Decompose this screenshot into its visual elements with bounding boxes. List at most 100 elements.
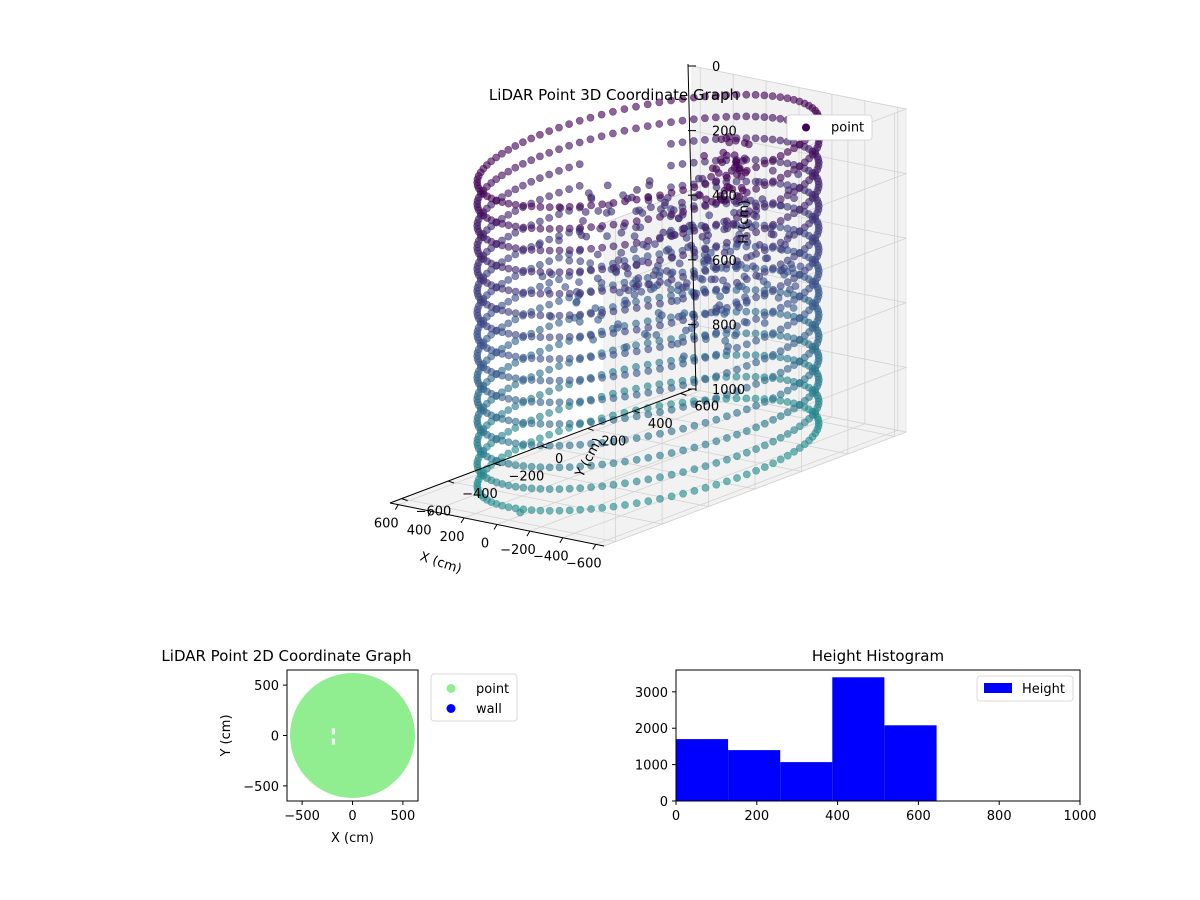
lidar-point	[723, 238, 731, 247]
x-tick	[427, 511, 432, 517]
lidar-point	[487, 194, 496, 203]
lidar-point	[752, 466, 760, 475]
lidar-point	[776, 173, 785, 182]
lidar-point	[644, 388, 653, 397]
lidar-point	[511, 352, 520, 361]
lidar-point	[733, 387, 741, 396]
lidar-point	[682, 283, 690, 291]
lidar-point	[519, 505, 528, 514]
lidar-point	[587, 288, 595, 296]
point-gap	[331, 728, 335, 735]
lidar-point	[632, 477, 641, 486]
lidar-point	[752, 271, 760, 280]
x-tick-label: 800	[987, 809, 1012, 824]
lidar-point	[712, 242, 721, 251]
lidar-point	[576, 245, 585, 254]
lidar-point	[511, 163, 520, 172]
lidar-point	[711, 275, 719, 284]
lidar-point	[555, 318, 563, 327]
lidar-point	[609, 199, 618, 207]
lidar-point	[679, 403, 687, 411]
lidar-point	[621, 197, 629, 206]
lidar-point	[712, 307, 721, 316]
lidar-point	[769, 285, 777, 294]
lidar-point	[712, 415, 721, 424]
lidar-point	[742, 362, 751, 370]
x-tick	[460, 517, 465, 524]
histogram-title: Height Histogram	[812, 647, 944, 665]
lidar-point	[742, 188, 751, 197]
lidar-point	[587, 483, 595, 492]
lidar-point	[752, 380, 760, 388]
lidar-point	[527, 156, 536, 165]
lidar-point	[536, 391, 544, 399]
lidar-point	[712, 263, 721, 272]
lidar-point	[733, 452, 741, 461]
z-tick-label: 200	[712, 125, 737, 140]
lidar-point	[487, 216, 496, 224]
lidar-point	[769, 199, 777, 207]
lidar-point	[790, 165, 798, 174]
lidar-point	[690, 486, 699, 495]
x-tick-label: 600	[374, 517, 399, 532]
lidar-point	[649, 271, 658, 279]
lidar-point	[655, 120, 664, 128]
lidar-point	[769, 459, 777, 468]
lidar-point	[679, 359, 687, 368]
lidar-point	[679, 337, 687, 346]
lidar-point	[751, 156, 760, 164]
lidar-point	[536, 506, 545, 515]
lidar-point	[716, 292, 724, 301]
lidar-point	[701, 267, 710, 275]
lidar-point	[519, 201, 528, 210]
lidar-point	[733, 213, 741, 222]
lidar-point	[640, 330, 649, 338]
lidar-point	[752, 163, 760, 172]
lidar-point	[690, 400, 699, 409]
lidar-point	[701, 202, 710, 210]
lidar-point	[732, 158, 740, 167]
lidar-point	[678, 138, 687, 147]
y-tick	[494, 463, 501, 467]
lidar-point	[576, 440, 585, 449]
lidar-point	[783, 202, 792, 211]
lidar-point	[733, 408, 741, 417]
lidar-point	[776, 216, 785, 225]
z-tick-label: 1000	[712, 383, 745, 398]
lidar-point	[587, 266, 595, 275]
z-tick-label: 800	[712, 318, 737, 333]
lidar-point	[723, 173, 731, 182]
lidar-point	[740, 195, 749, 204]
lidar-point	[575, 181, 584, 190]
z-tick-label: 400	[712, 189, 737, 204]
lidar-point	[587, 201, 595, 210]
lidar-point	[633, 185, 641, 194]
lidar-point	[545, 311, 554, 320]
lidar-point	[644, 345, 653, 354]
lidar-point	[632, 238, 641, 247]
y-tick-label: 0	[660, 795, 668, 810]
lidar-point	[679, 207, 687, 216]
lidar-point	[776, 260, 785, 269]
lidar-point	[678, 116, 687, 125]
lidar-point	[742, 405, 751, 414]
lidar-point	[776, 412, 785, 420]
y-tick-label: 3000	[635, 686, 668, 701]
lidar-point	[678, 160, 687, 168]
lidar-point	[742, 329, 751, 338]
lidar-point	[701, 375, 710, 384]
lidar-point	[555, 188, 563, 197]
lidar-point	[632, 347, 641, 356]
lidar-point	[643, 360, 652, 369]
lidar-point	[621, 284, 629, 292]
x-tick-label: 1000	[1063, 809, 1096, 824]
lidar-point	[667, 275, 676, 284]
lidar-point	[790, 404, 798, 413]
lidar-point	[739, 156, 747, 165]
lidar-point	[783, 451, 792, 460]
lidar-point	[527, 462, 536, 471]
lidar-point	[723, 217, 731, 226]
lidar-point	[536, 246, 545, 255]
legend-label: Height	[1022, 682, 1065, 697]
lidar-point	[630, 290, 639, 299]
